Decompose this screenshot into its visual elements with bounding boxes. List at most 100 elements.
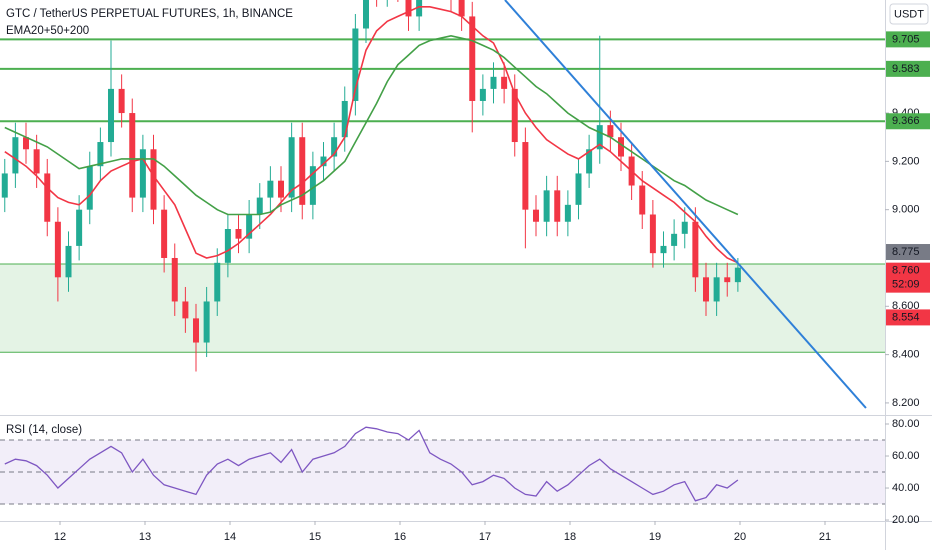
y-tick-label: 9.000 (892, 204, 920, 216)
price-label-box (886, 31, 930, 48)
price-label: 9.366 (892, 115, 920, 127)
candle-body (511, 88, 518, 143)
y-tick-label: 9.200 (892, 155, 920, 167)
candle-body (33, 149, 40, 174)
candle-body (320, 156, 327, 167)
trendline (504, 0, 867, 409)
price-label-box (886, 60, 930, 77)
currency: USDT (894, 8, 924, 20)
price-label-box (886, 244, 930, 261)
candle-body (278, 180, 285, 198)
x-tick-label: 17 (479, 531, 491, 543)
candle-body (586, 149, 593, 174)
candle-body (352, 28, 359, 101)
candle-body (501, 76, 508, 89)
candle-body (161, 209, 168, 258)
last-price-box (886, 262, 930, 293)
candle-body (469, 16, 476, 101)
candle-body (224, 228, 231, 263)
candle-body (331, 137, 338, 157)
x-tick-label: 13 (139, 531, 151, 543)
x-tick-label: 18 (564, 531, 576, 543)
rsi-line (4, 426, 739, 502)
candle-body (660, 245, 667, 254)
candle-body (235, 228, 242, 239)
rsi-pane (0, 426, 885, 505)
candle-body (543, 190, 550, 222)
x-tick-label: 16 (394, 531, 406, 543)
candle-body (139, 149, 146, 198)
candle-body (596, 125, 603, 150)
candle-body (12, 137, 19, 174)
candle-body (522, 142, 529, 210)
candle-body (1, 173, 8, 198)
candle-body (171, 257, 178, 302)
candle-body (54, 221, 61, 278)
candle-body (405, 0, 412, 17)
candle-body (267, 180, 274, 198)
candle-body (288, 137, 295, 198)
rsi-y-tick-label: 60.00 (892, 450, 920, 462)
y-tick-label: 8.600 (892, 300, 920, 312)
candle-body (649, 214, 656, 254)
price-label: 8.775 (892, 246, 920, 258)
rsi-title: RSI (14, close) (6, 424, 82, 436)
y-tick-label: 8.200 (892, 397, 920, 409)
candle-body (76, 209, 83, 246)
countdown: 52:09 (892, 279, 920, 291)
candle-body (363, 0, 370, 29)
labels: GTC / TetherUS PERPETUAL FUTURES, 1h, BI… (6, 8, 293, 436)
price-pane (0, 0, 885, 409)
price-label: 8.554 (892, 311, 920, 323)
candle-body (564, 204, 571, 222)
candle-body (532, 209, 539, 222)
candle-body (203, 301, 210, 343)
x-tick-label: 15 (309, 531, 321, 543)
x-tick-label: 12 (54, 531, 66, 543)
x-tick-label: 14 (224, 531, 236, 543)
candle-body (607, 125, 614, 138)
indicator-label: EMA20+50+200 (6, 25, 89, 37)
ema-line (4, 6, 739, 264)
candle-body (108, 88, 115, 143)
rsi-y-tick-label: 40.00 (892, 482, 920, 494)
candle-body (118, 88, 125, 114)
rsi-y-tick-label: 80.00 (892, 418, 920, 430)
candle-body (416, 0, 423, 17)
candle-body (193, 318, 200, 343)
candle-body (681, 221, 688, 234)
candle-body (309, 166, 316, 205)
candle-body (65, 245, 72, 278)
candle-body (639, 185, 646, 215)
candle-body (490, 76, 497, 89)
candle-body (44, 173, 51, 222)
candle-body (617, 137, 624, 157)
candle-body (299, 137, 306, 205)
candle-body (692, 221, 699, 278)
chart-title: GTC / TetherUS PERPETUAL FUTURES, 1h, BI… (6, 8, 293, 20)
candle-body (458, 0, 465, 17)
last-price-label: 8.760 (892, 265, 920, 277)
rsi-y-tick-label: 20.00 (892, 514, 920, 526)
price-label: 9.583 (892, 63, 920, 75)
candle-body (702, 277, 709, 302)
candle-body (341, 100, 348, 138)
candle-body (97, 142, 104, 167)
price-label: 9.705 (892, 33, 920, 45)
y-tick-label: 8.400 (892, 349, 920, 361)
currency-box[interactable] (889, 3, 929, 25)
candle-body (713, 277, 720, 302)
price-label-box (886, 113, 930, 130)
x-tick-label: 21 (819, 531, 831, 543)
x-tick-label: 19 (649, 531, 661, 543)
ema-line (4, 34, 739, 216)
candle-body (554, 190, 561, 222)
candle-body (246, 214, 253, 239)
candle-body (23, 137, 30, 150)
candle-body (214, 262, 221, 302)
price-label-box (886, 309, 930, 326)
candle-body (575, 173, 582, 205)
